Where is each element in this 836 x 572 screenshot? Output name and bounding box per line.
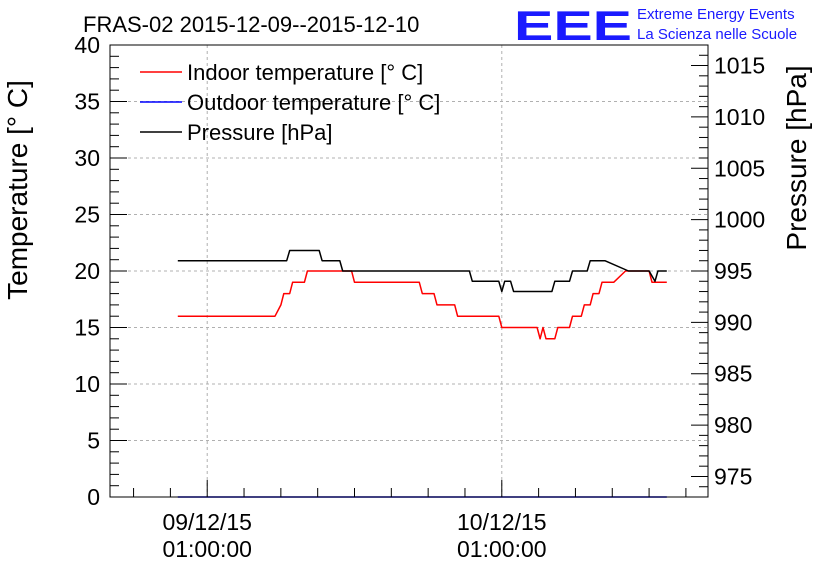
chart-title: FRAS-02 2015-12-09--2015-12-10 — [83, 12, 419, 37]
y-tick-label: 30 — [74, 145, 100, 171]
x-tick-label-time: 01:00:00 — [457, 536, 547, 562]
eee-logo-mark: EEE — [514, 2, 632, 49]
legend-label-indoor: Indoor temperature [° C] — [187, 60, 423, 85]
y-tick-label: 20 — [74, 258, 100, 284]
y2-tick-label: 980 — [714, 412, 752, 438]
y2-tick-label: 995 — [714, 258, 752, 284]
axes: 0510152025303540975980985990995100010051… — [74, 32, 765, 562]
legend-label-pressure: Pressure [hPa] — [187, 120, 333, 145]
data-series — [177, 249, 667, 498]
eee-logo-line2: La Scienza nelle Scuole — [637, 26, 797, 43]
y2-tick-label: 990 — [714, 309, 752, 335]
y2-tick-label: 975 — [714, 463, 752, 489]
y2-tick-label: 1005 — [714, 155, 765, 181]
y2-tick-label: 1000 — [714, 207, 765, 233]
y-axis-label: Temperature [° C] — [2, 80, 33, 300]
series-line-2 — [177, 249, 667, 293]
x-tick-label-date: 10/12/15 — [457, 509, 547, 535]
x-tick-label-time: 01:00:00 — [162, 536, 252, 562]
legend: Indoor temperature [° C] Outdoor tempera… — [140, 60, 440, 145]
y-tick-label: 15 — [74, 315, 100, 341]
y2-tick-label: 1015 — [714, 53, 765, 79]
y-tick-label: 25 — [74, 202, 100, 228]
legend-label-outdoor: Outdoor temperature [° C] — [187, 90, 440, 115]
x-tick-label-date: 09/12/15 — [162, 509, 252, 535]
y2-axis-label: Pressure [hPa] — [781, 65, 812, 250]
eee-logo-line1: Extreme Energy Events — [637, 6, 795, 23]
y2-tick-label: 1010 — [714, 104, 765, 130]
grid-lines — [110, 45, 708, 497]
y-tick-label: 40 — [74, 32, 100, 58]
y-tick-label: 10 — [74, 371, 100, 397]
eee-logo: EEE Extreme Energy Events La Scienza nel… — [514, 2, 797, 49]
series-line-0 — [177, 270, 667, 340]
y-tick-label: 5 — [87, 428, 100, 454]
y2-tick-label: 985 — [714, 361, 752, 387]
y-tick-label: 35 — [74, 89, 100, 115]
y-tick-label: 0 — [87, 484, 100, 510]
